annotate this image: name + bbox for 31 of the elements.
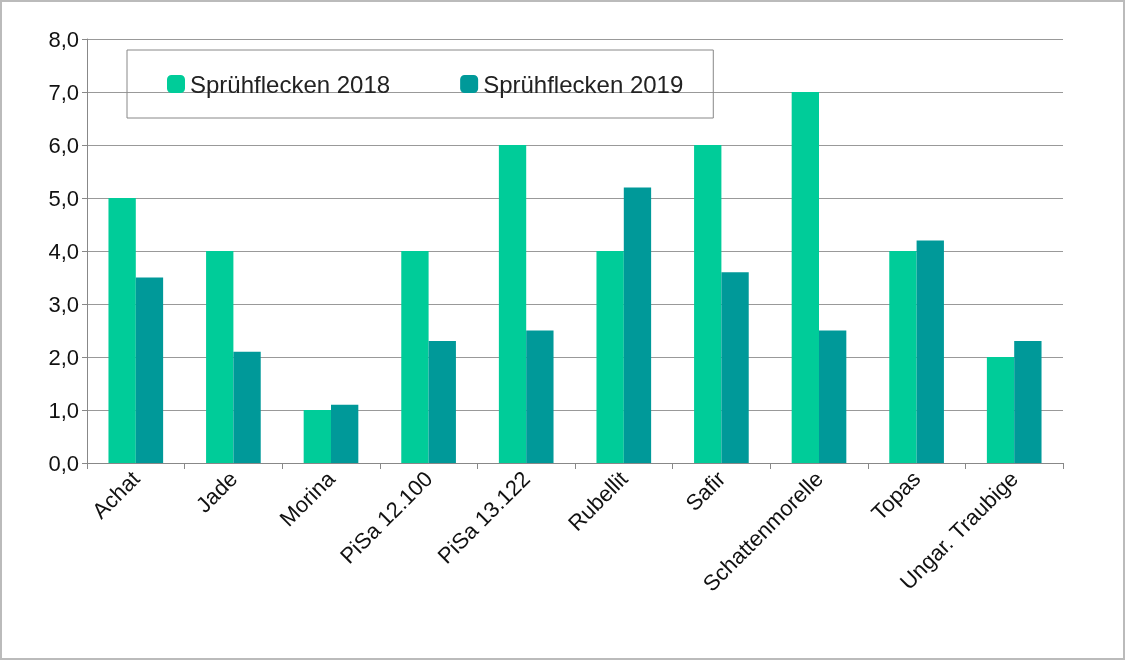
legend-label: Sprühflecken 2018 <box>190 70 391 98</box>
y-tick-label: 8,0 <box>48 26 79 52</box>
bar <box>206 251 234 463</box>
bar <box>331 404 359 463</box>
bar <box>791 92 819 463</box>
bar <box>498 145 527 463</box>
bar <box>596 251 624 463</box>
bar <box>108 198 136 463</box>
bar <box>233 351 261 463</box>
y-tick-label: 3,0 <box>48 291 79 317</box>
bar <box>526 330 554 463</box>
bar <box>135 277 164 463</box>
bar <box>401 251 429 463</box>
bar <box>986 357 1015 463</box>
y-tick-label: 1,0 <box>48 397 79 423</box>
bar <box>916 240 944 463</box>
y-tick-label: 4,0 <box>48 238 79 264</box>
bar <box>623 187 652 463</box>
y-tick-label: 2,0 <box>48 344 79 370</box>
bar <box>428 341 456 463</box>
bar <box>889 251 917 463</box>
y-tick-label: 7,0 <box>48 79 79 105</box>
legend-label: Sprühflecken 2019 <box>483 70 684 98</box>
bar <box>303 410 331 463</box>
y-tick-label: 5,0 <box>48 185 79 211</box>
bar <box>1014 341 1042 463</box>
y-tick-label: 0,0 <box>48 450 79 476</box>
bar <box>721 272 749 463</box>
y-tick-label: 6,0 <box>48 132 79 158</box>
bar <box>819 330 847 463</box>
bar <box>694 145 722 463</box>
